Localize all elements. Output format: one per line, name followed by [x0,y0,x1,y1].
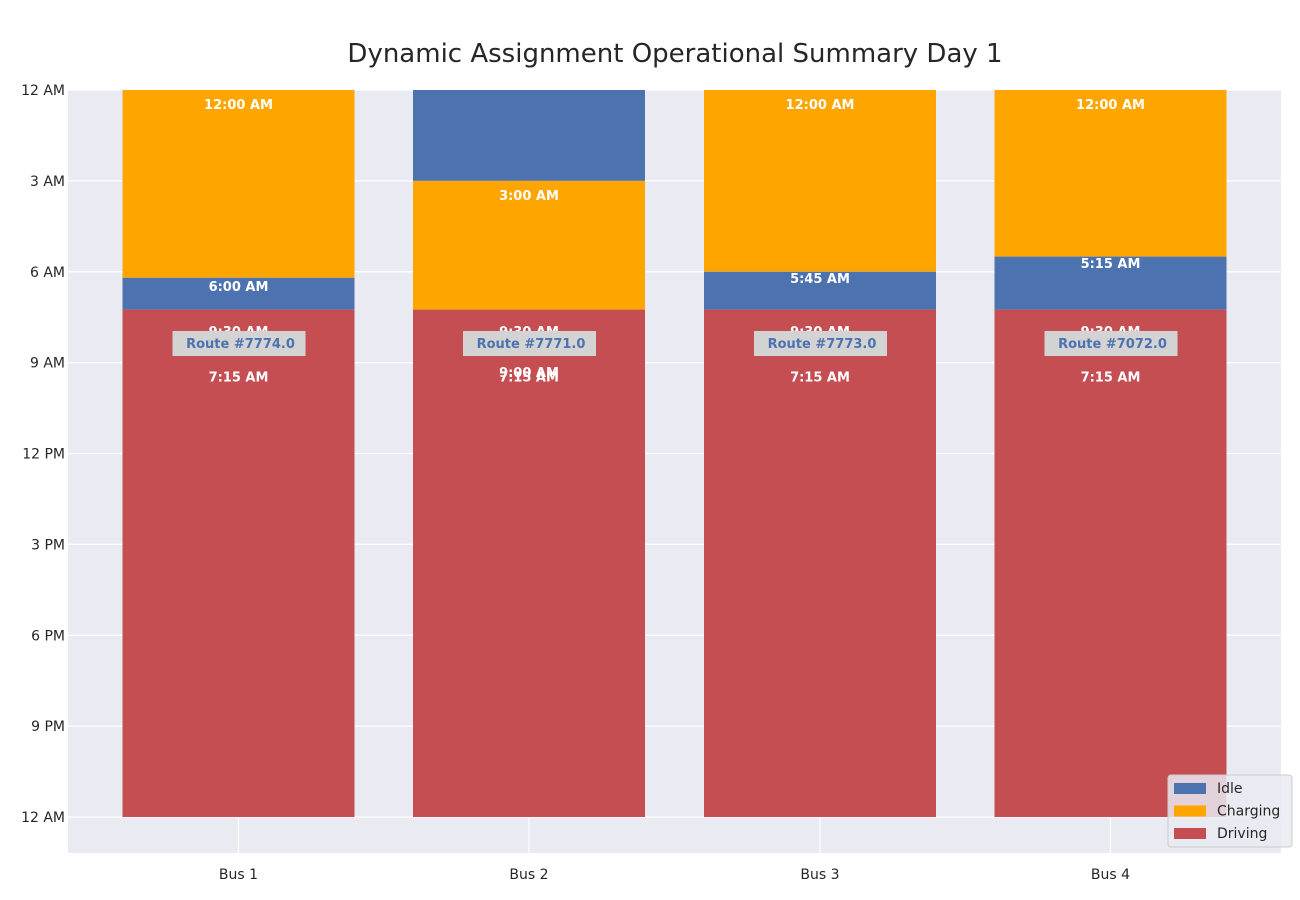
bar-segment-idle [122,277,355,310]
bar-segment-idle [413,90,645,181]
time-label: 7:15 AM [1081,371,1141,386]
time-label: 5:15 AM [1081,257,1141,272]
x-tick-label: Bus 4 [1091,867,1130,883]
route-label-box [463,331,596,356]
x-axis-ticks: Bus 1 Bus 2 Bus 3 Bus 4 [219,867,1130,883]
bar-segment-charging [413,180,645,310]
time-label: 5:45 AM [790,272,850,287]
bar-segment-driving [994,309,1227,817]
bar-segment-driving [122,309,355,817]
y-tick-label: 3 AM [30,174,65,190]
y-tick-label: 12 AM [21,810,65,826]
route-label-box [754,331,887,356]
y-tick-label: 9 AM [30,356,65,372]
time-label: 12:00 AM [786,98,855,113]
route-label: Route #7072.0 [1058,337,1167,352]
legend: Idle Charging Driving [1167,774,1293,848]
x-tick-label: Bus 1 [219,867,258,883]
x-tick-label: Bus 2 [509,867,548,883]
legend-swatch [1174,828,1206,839]
y-tick-label: 12 AM [21,83,65,99]
bar-segment-idle [994,256,1227,310]
legend-entry: Driving [1217,826,1267,842]
bar-segment-idle [704,271,936,310]
bar-segment-driving [704,309,936,817]
bar-segment-charging [994,90,1227,257]
route-label-box [172,331,306,356]
legend-entry: Idle [1217,781,1243,797]
bar-segment-driving [413,309,645,817]
time-label: 12:00 AM [204,98,273,113]
y-tick-label: 6 AM [30,265,65,281]
bar-segment-charging [704,90,936,272]
time-label: 6:00 AM [209,280,269,295]
y-axis-ticks: 12 AM 3 AM 6 AM 9 AM 12 PM 3 PM 6 PM 9 PM 12 AM [21,83,65,826]
legend-swatch [1174,805,1206,817]
time-label: 3:00 AM [499,189,559,204]
time-label: 9:00 AM [499,366,559,381]
route-label: Route #7774.0 [186,337,295,352]
y-tick-label: 3 PM [31,537,65,553]
route-label: Route #7773.0 [768,337,877,352]
time-label: 12:00 AM [1076,98,1145,113]
route-label-box [1044,331,1178,356]
legend-swatch [1174,783,1206,794]
x-tick-label: Bus 3 [800,867,839,883]
time-label: 7:15 AM [790,371,850,386]
y-tick-label: 6 PM [31,628,65,644]
chart-title: Dynamic Assignment Operational Summary D… [347,39,1002,69]
bar-segment-charging [122,90,355,278]
y-tick-label: 9 PM [31,719,65,735]
time-label: 7:15 AM [499,371,559,386]
legend-entry: Charging [1217,804,1280,820]
bars [122,90,1227,817]
time-label: 7:15 AM [209,371,269,386]
y-tick-label: 12 PM [22,447,65,463]
route-label: Route #7771.0 [477,337,586,352]
